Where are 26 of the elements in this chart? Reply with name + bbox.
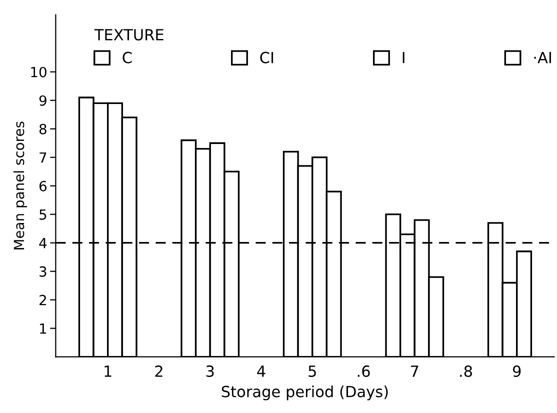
y-tick-label: 7: [40, 152, 46, 163]
y-tick-label: 1: [40, 323, 46, 334]
y-tick-label: 4: [39, 238, 47, 248]
y-tick-label: 3: [40, 266, 46, 277]
legend-title: TEXTURE: [94, 29, 164, 40]
x-tick-label: 5: [308, 366, 316, 377]
x-tick-label: .6: [358, 365, 370, 377]
y-tick-label: 8: [39, 124, 46, 134]
y-tick-label: 6: [40, 180, 46, 192]
y-tick-label: 5: [40, 210, 46, 220]
x-tick-label: .8: [460, 365, 472, 377]
x-tick-label: 1: [104, 366, 112, 377]
y-tick-label: 10: [31, 66, 46, 78]
legend-label: C: [122, 52, 132, 64]
legend-label: CI: [260, 52, 274, 64]
x-tick-label: 3: [206, 365, 214, 377]
x-tick-label: 4: [257, 366, 266, 377]
legend-label: I: [402, 52, 404, 64]
x-tick-label: 7: [411, 366, 418, 377]
x-tick-label: 2: [155, 365, 162, 377]
y-tick-label: 2: [40, 294, 46, 306]
legend-label: ·AI: [534, 52, 551, 64]
x-axis-title: Storage period (Days): [222, 386, 388, 400]
y-axis-title: Mean panel scores: [13, 122, 27, 250]
x-tick-label: 9: [512, 365, 521, 377]
y-tick-label: 9: [39, 95, 46, 106]
